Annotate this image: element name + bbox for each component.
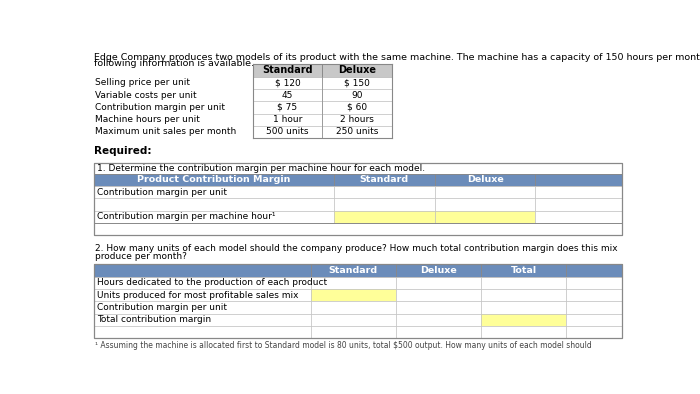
Bar	[481, 301, 566, 314]
Text: Edge Company produces two models of its product with the same machine. The machi: Edge Company produces two models of its …	[94, 53, 700, 62]
Bar	[94, 314, 311, 326]
Text: Contribution margin per machine hour¹: Contribution margin per machine hour¹	[97, 212, 275, 221]
Bar	[396, 264, 481, 277]
Bar	[94, 186, 334, 198]
Bar	[94, 277, 311, 289]
Bar	[435, 198, 536, 210]
Text: Hours dedicated to the production of each product: Hours dedicated to the production of eac…	[97, 279, 327, 287]
Text: 2 hours: 2 hours	[340, 115, 374, 124]
Bar	[253, 89, 322, 101]
Bar	[536, 198, 622, 210]
Bar	[94, 163, 622, 235]
Text: $ 60: $ 60	[347, 103, 368, 112]
Text: produce per month?: produce per month?	[95, 252, 187, 261]
Text: $ 75: $ 75	[277, 103, 297, 112]
Bar	[566, 289, 622, 301]
Text: 1. Determine the contribution margin per machine hour for each model.: 1. Determine the contribution margin per…	[97, 164, 425, 173]
Bar	[94, 223, 622, 235]
Bar	[566, 277, 622, 289]
Bar	[94, 174, 334, 186]
Bar	[94, 264, 311, 277]
Text: following information is available.: following information is available.	[94, 59, 253, 68]
Text: Contribution margin per unit: Contribution margin per unit	[97, 303, 227, 312]
Bar	[253, 126, 322, 138]
Bar	[481, 289, 566, 301]
Bar	[253, 101, 322, 113]
Bar	[311, 326, 396, 338]
Bar	[311, 314, 396, 326]
Text: Contribution margin per unit: Contribution margin per unit	[97, 188, 227, 197]
Text: Machine hours per unit: Machine hours per unit	[95, 115, 200, 124]
Text: ¹ Assuming the machine is allocated first to Standard model is 80 units, total $: ¹ Assuming the machine is allocated firs…	[95, 341, 592, 349]
Text: $ 120: $ 120	[274, 78, 300, 87]
Bar	[481, 314, 566, 326]
Bar	[322, 126, 392, 138]
Bar	[435, 210, 536, 223]
Bar	[253, 113, 322, 126]
Bar	[311, 289, 396, 301]
Bar	[322, 113, 392, 126]
Bar	[94, 301, 311, 314]
Bar	[94, 210, 334, 223]
Text: Total: Total	[511, 266, 537, 275]
Bar	[94, 264, 622, 338]
Text: 1 hour: 1 hour	[273, 115, 302, 124]
Bar	[536, 186, 622, 198]
Text: 2. How many units of each model should the company produce? How much total contr: 2. How many units of each model should t…	[95, 243, 618, 253]
Text: Deluxe: Deluxe	[420, 266, 457, 275]
Bar	[322, 89, 392, 101]
Bar	[94, 198, 334, 210]
Bar	[322, 76, 392, 89]
Text: $ 150: $ 150	[344, 78, 370, 87]
Bar	[566, 301, 622, 314]
Text: Total contribution margin: Total contribution margin	[97, 315, 211, 324]
Bar	[481, 277, 566, 289]
Text: Units produced for most profitable sales mix: Units produced for most profitable sales…	[97, 291, 298, 300]
Bar	[481, 264, 566, 277]
Bar	[435, 174, 536, 186]
Bar	[334, 210, 435, 223]
Bar	[396, 277, 481, 289]
Text: Selling price per unit: Selling price per unit	[95, 78, 190, 87]
Bar	[536, 174, 622, 186]
Bar	[94, 326, 311, 338]
Bar	[94, 289, 311, 301]
Text: Standard: Standard	[360, 175, 409, 184]
Bar	[94, 163, 622, 174]
Bar	[481, 326, 566, 338]
Bar	[311, 264, 396, 277]
Text: 45: 45	[282, 91, 293, 100]
Bar	[334, 174, 435, 186]
Bar	[566, 264, 622, 277]
Bar	[536, 210, 622, 223]
Bar	[435, 186, 536, 198]
Bar	[566, 326, 622, 338]
Text: Deluxe: Deluxe	[467, 175, 503, 184]
Text: Product Contribution Margin: Product Contribution Margin	[137, 175, 290, 184]
Text: Required:: Required:	[94, 146, 151, 156]
Bar	[396, 326, 481, 338]
Bar	[322, 64, 392, 76]
Bar	[311, 277, 396, 289]
Text: Variable costs per unit: Variable costs per unit	[95, 91, 197, 100]
Bar	[334, 198, 435, 210]
Bar	[566, 314, 622, 326]
Text: Standard: Standard	[262, 65, 313, 75]
Bar	[253, 64, 322, 76]
Text: Standard: Standard	[329, 266, 378, 275]
Text: Maximum unit sales per month: Maximum unit sales per month	[95, 128, 237, 136]
Bar	[396, 289, 481, 301]
Text: 500 units: 500 units	[266, 128, 309, 136]
Text: Deluxe: Deluxe	[338, 65, 376, 75]
Text: 90: 90	[351, 91, 363, 100]
Bar	[396, 314, 481, 326]
Bar	[322, 101, 392, 113]
Bar	[311, 301, 396, 314]
Bar	[334, 186, 435, 198]
Bar	[396, 301, 481, 314]
Text: 250 units: 250 units	[336, 128, 379, 136]
Bar	[253, 76, 322, 89]
Text: Contribution margin per unit: Contribution margin per unit	[95, 103, 225, 112]
